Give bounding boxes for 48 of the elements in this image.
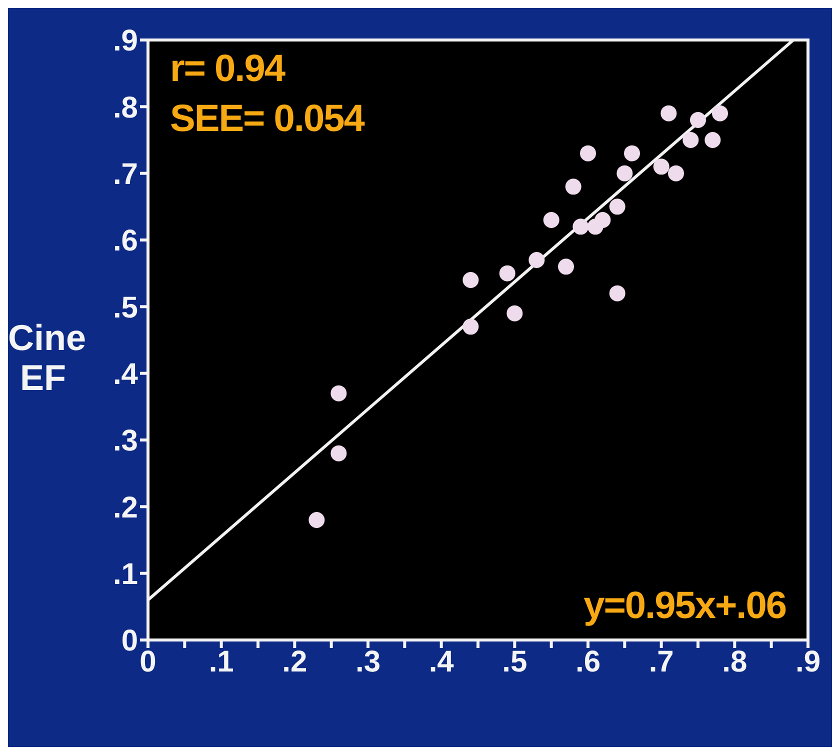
- y-tick-label: .8: [112, 91, 138, 124]
- point: [543, 212, 560, 228]
- x-tick-label: .5: [502, 645, 528, 678]
- y-tick-label: .1: [112, 558, 138, 591]
- point: [330, 445, 347, 462]
- annotation: SEE= 0.054: [170, 98, 364, 141]
- point: [565, 178, 582, 195]
- y-tick-label: .5: [112, 291, 138, 324]
- point: [572, 218, 589, 235]
- point: [330, 385, 347, 402]
- point: [580, 145, 596, 162]
- point: [594, 212, 611, 228]
- x-tick-label: .2: [282, 645, 308, 678]
- point: [616, 165, 633, 182]
- point: [462, 272, 479, 288]
- point: [653, 158, 670, 175]
- point: [660, 105, 677, 122]
- x-tick-label: .6: [575, 645, 601, 678]
- point: [499, 265, 516, 282]
- point: [462, 318, 479, 335]
- point: [682, 132, 699, 148]
- point: [528, 252, 545, 268]
- point: [704, 132, 721, 148]
- point: [609, 285, 626, 302]
- y-tick-label: .2: [112, 491, 138, 524]
- x-tick-label: .7: [648, 645, 674, 678]
- annotation: r= 0.94: [170, 48, 284, 91]
- x-tick-label: .8: [722, 645, 748, 678]
- y-axis-title: Cine EF: [8, 316, 86, 398]
- y-tick-label: 0: [121, 624, 138, 658]
- y-tick-label: .6: [112, 224, 138, 258]
- x-tick-label: .9: [795, 645, 821, 678]
- x-tick-label: .1: [208, 645, 234, 678]
- y-tick-label: .3: [112, 424, 138, 458]
- point: [668, 165, 684, 182]
- point: [624, 145, 640, 162]
- y-tick-label: .4: [112, 358, 138, 391]
- y-tick-label: .7: [112, 158, 138, 191]
- annotation: y=0.95x+.06: [584, 585, 786, 628]
- point: [506, 305, 523, 322]
- y-tick-label: .9: [112, 24, 138, 58]
- x-tick-label: .4: [428, 645, 454, 678]
- point: [690, 112, 706, 128]
- point: [558, 258, 574, 275]
- point: [712, 105, 728, 122]
- point: [609, 198, 626, 215]
- x-tick-label: .3: [355, 645, 381, 678]
- point: [308, 512, 325, 528]
